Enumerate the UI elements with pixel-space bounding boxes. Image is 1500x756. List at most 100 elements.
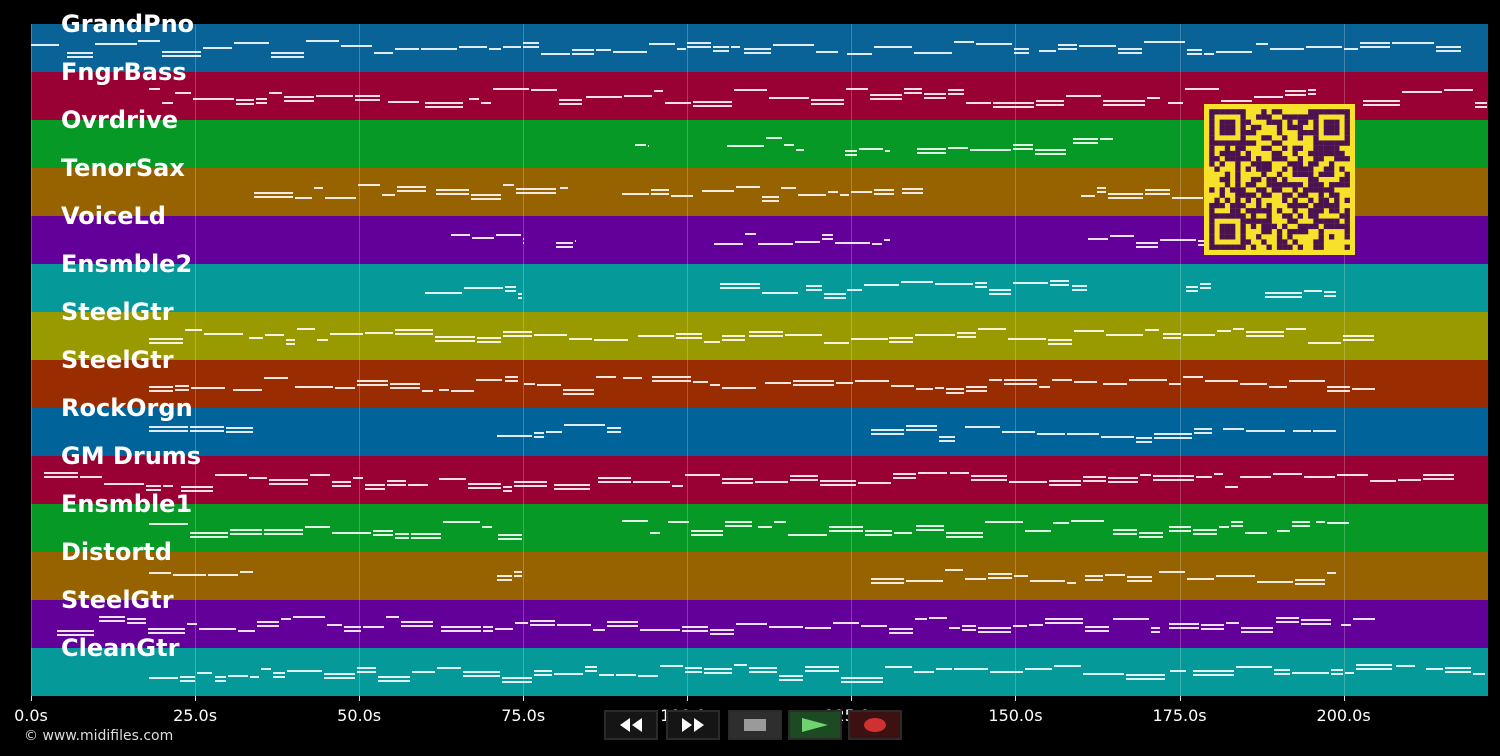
note: [612, 50, 648, 53]
note: [401, 624, 434, 627]
note: [595, 48, 611, 51]
note: [492, 88, 530, 91]
note: [545, 430, 562, 433]
note: [356, 670, 376, 673]
note: [387, 100, 419, 103]
note: [1273, 472, 1303, 475]
note: [993, 101, 1035, 104]
note: [1312, 430, 1337, 433]
note: [261, 668, 271, 671]
note: [993, 105, 1035, 108]
note: [1136, 437, 1153, 440]
note: [44, 476, 79, 479]
note: [988, 379, 1002, 382]
note: [1103, 100, 1145, 103]
note: [1168, 530, 1192, 533]
note: [214, 676, 227, 679]
note: [1172, 197, 1204, 200]
note: [435, 193, 469, 196]
record-button[interactable]: [848, 710, 902, 740]
note: [571, 48, 594, 51]
note: [149, 571, 171, 574]
note: [1343, 335, 1375, 338]
note: [788, 534, 827, 537]
note: [792, 379, 835, 382]
note: [553, 484, 591, 487]
note: [480, 101, 491, 104]
note: [1013, 143, 1033, 146]
track-label: SteelGtr: [61, 586, 174, 614]
note: [1193, 528, 1218, 531]
note: [1397, 479, 1421, 482]
note: [1012, 624, 1027, 627]
note: [397, 186, 426, 189]
note: [821, 238, 833, 241]
note: [1154, 436, 1192, 439]
note: [962, 624, 977, 627]
grid-line: [359, 24, 361, 696]
tick-label: 175.0s: [1152, 706, 1207, 725]
note: [855, 380, 889, 383]
note: [364, 484, 385, 487]
note: [748, 335, 784, 338]
note: [422, 390, 434, 393]
note: [607, 621, 638, 624]
note: [1295, 578, 1325, 581]
note: [946, 391, 965, 394]
note: [323, 673, 355, 676]
note: [1053, 522, 1070, 525]
copyright-text: © www.midifiles.com: [24, 728, 174, 744]
note: [769, 625, 803, 628]
note: [1444, 670, 1472, 673]
note: [264, 533, 303, 536]
note: [326, 623, 342, 626]
note: [621, 519, 648, 522]
track-label: Ensmble2: [61, 250, 193, 278]
note: [563, 389, 595, 392]
note: [1079, 44, 1116, 47]
note: [990, 670, 1024, 673]
note: [1193, 432, 1213, 435]
note: [57, 633, 95, 636]
note: [556, 242, 573, 245]
note: [1246, 334, 1284, 337]
note: [315, 95, 353, 98]
transport-controls: [598, 710, 902, 740]
grid-line: [851, 24, 853, 696]
note: [1136, 441, 1153, 444]
note: [758, 243, 794, 246]
note: [971, 475, 1007, 478]
note: [1013, 52, 1029, 55]
note: [1170, 670, 1186, 673]
note: [975, 282, 988, 285]
track-label: Ensmble1: [61, 490, 193, 518]
play-button[interactable]: [788, 710, 842, 740]
note: [948, 89, 964, 92]
note: [1150, 630, 1160, 633]
note: [207, 574, 239, 577]
note: [939, 436, 956, 439]
stop-button[interactable]: [728, 710, 782, 740]
track-lane: [31, 552, 1488, 601]
note: [563, 423, 605, 426]
note: [1103, 104, 1145, 107]
note: [671, 194, 694, 197]
note: [1083, 475, 1107, 478]
note: [189, 535, 229, 538]
note: [713, 243, 744, 246]
note: [420, 48, 458, 51]
fast-forward-button[interactable]: [666, 710, 720, 740]
tick-mark: [687, 696, 689, 701]
note: [161, 102, 173, 105]
rewind-button[interactable]: [604, 710, 658, 740]
note: [1331, 672, 1343, 675]
note: [916, 388, 934, 391]
note: [1231, 521, 1243, 524]
note: [494, 628, 513, 630]
note: [462, 675, 501, 678]
note: [684, 667, 703, 670]
note: [1049, 284, 1069, 287]
note: [515, 187, 556, 190]
note: [1053, 665, 1081, 667]
note: [514, 621, 529, 624]
